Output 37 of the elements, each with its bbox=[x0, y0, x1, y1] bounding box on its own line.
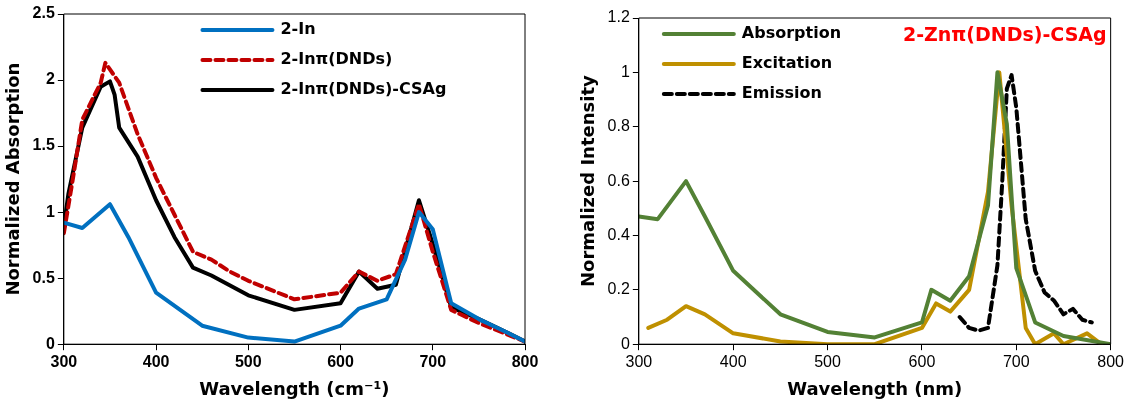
y-tick-label: 0.8 bbox=[607, 117, 630, 135]
y-tick-label: 1 bbox=[45, 202, 55, 220]
line-series bbox=[957, 73, 1094, 333]
y-tick-label: 0 bbox=[620, 334, 630, 352]
x-tick-label: 700 bbox=[1002, 353, 1030, 371]
y-axis-title: Normalized Intensity bbox=[577, 74, 599, 287]
x-axis-title: Wavelength (cm⁻¹) bbox=[199, 377, 390, 399]
y-tick-label: 1 bbox=[620, 62, 630, 80]
legend-label: 2-Inπ(DNDs) bbox=[280, 49, 393, 69]
x-tick-label: 800 bbox=[511, 353, 539, 371]
y-tick-label: 0.2 bbox=[607, 280, 630, 298]
y-tick-label: 0.6 bbox=[607, 171, 630, 189]
x-tick-label: 600 bbox=[327, 353, 354, 371]
legend-label: Excitation bbox=[741, 53, 833, 73]
y-tick-label: 1.5 bbox=[32, 136, 55, 154]
x-tick-label: 800 bbox=[1097, 353, 1125, 371]
y-tick-label: 1.2 bbox=[607, 8, 630, 26]
x-tick-label: 600 bbox=[908, 353, 936, 371]
x-axis-title: Wavelength (nm) bbox=[787, 377, 963, 399]
x-tick-label: 500 bbox=[234, 353, 262, 371]
y-axis-title: Normalized Absorption bbox=[2, 62, 24, 296]
legend-label: Absorption bbox=[741, 23, 842, 43]
y-tick-label: 0.5 bbox=[32, 268, 55, 286]
x-tick-label: 300 bbox=[50, 353, 78, 371]
legend-label: Emission bbox=[741, 83, 822, 103]
x-tick-label: 400 bbox=[142, 353, 170, 371]
legend-label: 2-In bbox=[280, 19, 316, 39]
x-tick-label: 500 bbox=[814, 353, 842, 371]
y-tick-label: 2.5 bbox=[32, 4, 55, 22]
y-tick-label: 0 bbox=[45, 334, 55, 352]
legend-label: 2-Inπ(DNDs)-CSAg bbox=[280, 79, 447, 99]
x-tick-label: 300 bbox=[625, 353, 653, 371]
y-tick-label: 0.4 bbox=[607, 225, 630, 243]
x-tick-label: 400 bbox=[719, 353, 747, 371]
x-tick-label: 700 bbox=[419, 353, 447, 371]
y-tick-label: 2 bbox=[45, 70, 55, 88]
annotation: 2-Znπ(DNDs)-CSAg bbox=[902, 22, 1107, 45]
